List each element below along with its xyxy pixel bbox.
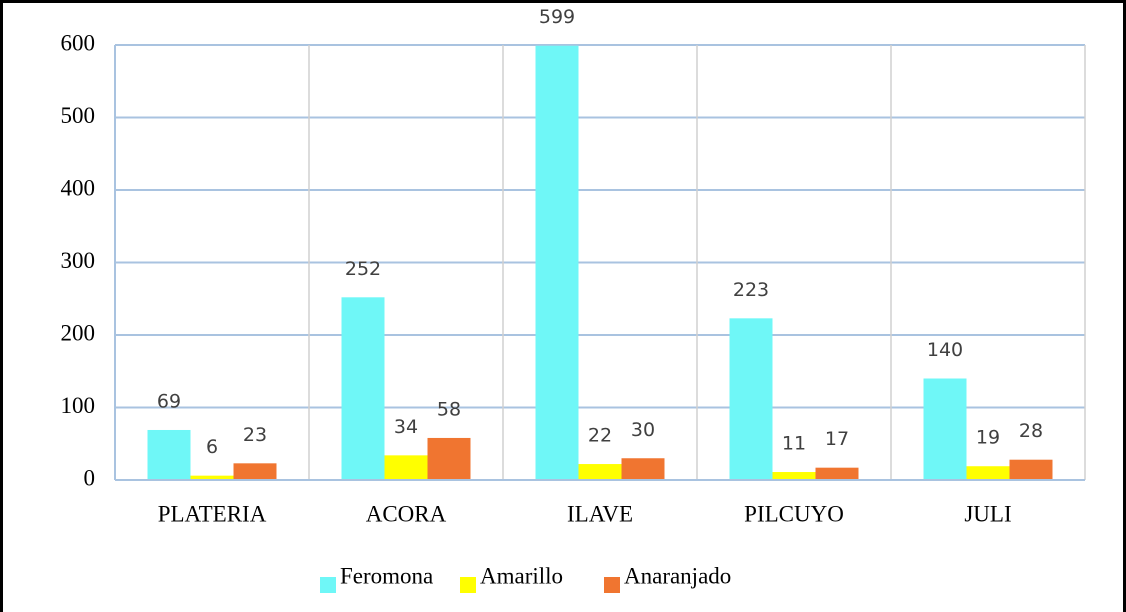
bar <box>923 378 967 480</box>
legend-label: Feromona <box>340 563 433 588</box>
x-tick-label: PILCUYO <box>744 501 844 526</box>
bar <box>535 45 579 480</box>
bar <box>233 463 277 480</box>
y-tick-label: 100 <box>61 393 96 418</box>
bar <box>147 429 191 480</box>
data-label: 22 <box>588 425 612 447</box>
bar <box>190 475 234 480</box>
y-tick-label: 0 <box>84 465 96 490</box>
bar <box>1009 459 1053 480</box>
data-label: 140 <box>927 339 963 361</box>
x-tick-label: ILAVE <box>567 501 633 526</box>
data-label: 599 <box>539 6 575 28</box>
legend-label: Anaranjado <box>624 563 731 588</box>
y-tick-label: 600 <box>61 30 96 55</box>
bar <box>815 467 859 480</box>
x-tick-label: ACORA <box>366 501 447 526</box>
bar <box>621 458 665 480</box>
x-tick-label: PLATERIA <box>158 501 267 526</box>
data-label: 223 <box>733 279 769 301</box>
legend-swatch <box>320 577 336 593</box>
data-label: 30 <box>631 419 655 441</box>
data-label: 23 <box>243 424 267 446</box>
x-tick-label: JULI <box>964 501 1011 526</box>
bar <box>341 297 385 480</box>
legend-label: Amarillo <box>480 563 563 588</box>
data-label: 17 <box>825 428 849 450</box>
data-label: 28 <box>1019 420 1043 442</box>
y-tick-label: 500 <box>61 103 96 128</box>
y-tick-label: 300 <box>61 248 96 273</box>
data-label: 11 <box>782 433 806 455</box>
legend-swatch <box>604 577 620 593</box>
data-label: 19 <box>976 427 1000 449</box>
y-tick-label: 200 <box>61 320 96 345</box>
legend-swatch <box>460 577 476 593</box>
data-label: 69 <box>157 390 181 412</box>
bar <box>729 318 773 480</box>
bar <box>966 466 1010 480</box>
bar <box>384 455 428 480</box>
data-label: 34 <box>394 416 418 438</box>
bar <box>578 464 622 480</box>
bar <box>772 472 816 480</box>
data-label: 252 <box>345 258 381 280</box>
bar <box>427 437 471 480</box>
data-label: 58 <box>437 398 461 420</box>
y-tick-label: 400 <box>61 175 96 200</box>
data-label: 6 <box>206 436 218 458</box>
